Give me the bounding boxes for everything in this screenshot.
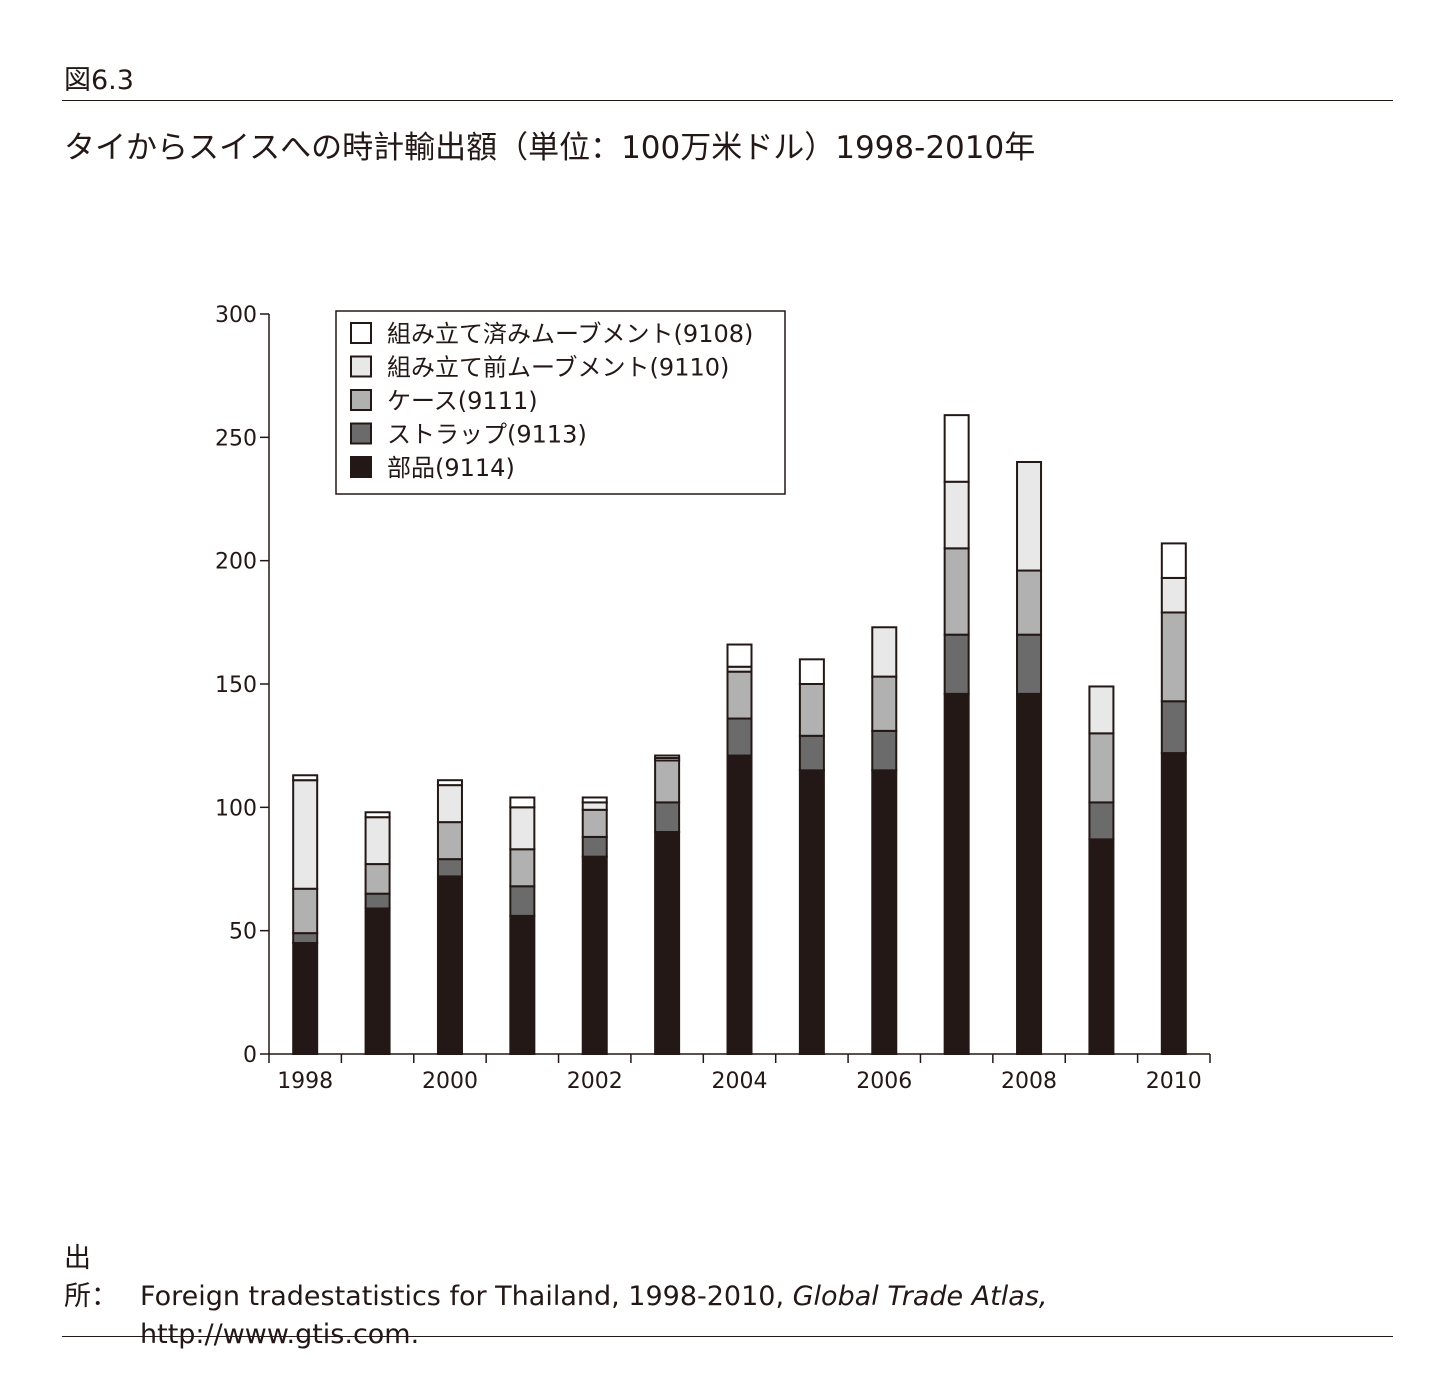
bar-segment-1999-s2 — [364, 863, 391, 895]
legend-label: 部品(9114) — [387, 454, 515, 482]
bar-segment-2002-s3 — [581, 801, 608, 811]
bar-segment-2005-s0 — [798, 769, 825, 1055]
bar-segment-1998-s3 — [292, 779, 319, 890]
bar-segment-2004-s1 — [726, 717, 753, 757]
figure-label: 図6.3 — [64, 65, 134, 96]
x-tick-label: 2000 — [422, 1069, 478, 1094]
bar-segment-2010-s0 — [1160, 752, 1187, 1055]
bar-segment-2003-s2 — [654, 759, 681, 804]
bar-segment-2007-s2 — [943, 547, 970, 636]
bar-segment-2000-s4 — [436, 779, 463, 787]
y-tick-label: 100 — [215, 796, 257, 821]
bar-segment-2002-s0 — [581, 855, 608, 1056]
bar-segment-2008-s3 — [1016, 461, 1043, 572]
bar-segment-2006-s2 — [871, 675, 898, 732]
bar-segment-2007-s0 — [943, 692, 970, 1055]
bar-segment-1998-s2 — [292, 887, 319, 935]
bar-segment-2007-s3 — [943, 480, 970, 550]
bar-segment-2008-s0 — [1016, 692, 1043, 1055]
bar-segment-1998-s4 — [292, 774, 319, 782]
bar-segment-2006-s0 — [871, 769, 898, 1055]
x-tick-label: 2004 — [712, 1069, 768, 1094]
y-tick-label: 150 — [215, 673, 257, 698]
bar-segment-1998-s0 — [292, 942, 319, 1055]
bar-segment-2000-s3 — [436, 784, 463, 824]
source-text: Foreign tradestatistics for Thailand, 19… — [140, 1281, 793, 1312]
legend-swatch — [350, 322, 372, 344]
source-note: 出所： Foreign tradestatistics for Thailand,… — [64, 1240, 1047, 1354]
source-label: 出所： — [64, 1243, 118, 1312]
x-tick-label: 2008 — [1001, 1069, 1057, 1094]
legend-swatch — [350, 422, 372, 445]
bar-segment-2003-s1 — [654, 801, 681, 834]
bar-segment-2007-s4 — [943, 414, 970, 483]
x-tick-label: 1998 — [277, 1069, 333, 1094]
x-tick-label: 2006 — [856, 1069, 912, 1094]
bar-segment-2009-s0 — [1088, 838, 1115, 1056]
top-rule — [62, 100, 1393, 101]
bar-segment-1999-s1 — [364, 892, 391, 910]
bar-segment-2004-s2 — [726, 670, 753, 720]
bar-segment-2008-s1 — [1016, 633, 1043, 695]
y-tick-label: 200 — [215, 550, 257, 575]
bar-segment-2002-s4 — [581, 796, 608, 804]
legend-label: 組み立て前ムーブメント(9110) — [387, 354, 729, 382]
bar-segment-2010-s2 — [1160, 611, 1187, 703]
bar-segment-2010-s4 — [1160, 542, 1187, 579]
source-publication: Global Trade Atlas, — [792, 1281, 1048, 1312]
bar-segment-2005-s2 — [798, 683, 825, 737]
bar-segment-2010-s3 — [1160, 576, 1187, 614]
bar-segment-2007-s1 — [943, 633, 970, 695]
figure-title: タイからスイスへの時計輸出額（単位：100万米ドル）1998-2010年 — [64, 130, 1036, 166]
bar-segment-2004-s4 — [726, 643, 753, 668]
bar-segment-2001-s2 — [509, 848, 536, 888]
bar-segment-2009-s2 — [1088, 732, 1115, 804]
bar-segment-1999-s3 — [364, 816, 391, 866]
bar-segment-2000-s1 — [436, 858, 463, 878]
y-tick-label: 250 — [215, 426, 257, 451]
bar-segment-2005-s1 — [798, 734, 825, 772]
bar-segment-1998-s1 — [292, 932, 319, 945]
bar-segment-2003-s0 — [654, 831, 681, 1055]
bar-segment-2009-s1 — [1088, 801, 1115, 841]
bar-segment-2001-s4 — [509, 796, 536, 809]
legend-label: 組み立て済みムーブメント(9108) — [387, 320, 753, 348]
bar-segment-2006-s3 — [871, 626, 898, 678]
bar-segment-2010-s1 — [1160, 700, 1187, 755]
bar-segment-2002-s1 — [581, 835, 608, 858]
legend-swatch — [350, 456, 372, 478]
source-url: http://www.gtis.com. — [140, 1319, 420, 1350]
bar-segment-1999-s0 — [364, 907, 391, 1056]
bottom-rule — [62, 1336, 1393, 1337]
bar-segment-2000-s2 — [436, 821, 463, 861]
legend-label: ストラップ(9113) — [387, 421, 587, 449]
x-tick-label: 2010 — [1146, 1069, 1202, 1094]
bar-segment-2005-s4 — [798, 658, 825, 685]
bar-segment-2001-s1 — [509, 885, 536, 917]
bar-segment-2004-s0 — [726, 754, 753, 1055]
legend-swatch — [350, 389, 372, 411]
x-tick-label: 2002 — [567, 1069, 623, 1094]
bar-segment-2001-s3 — [509, 806, 536, 851]
bar-segment-2002-s2 — [581, 808, 608, 838]
bar-segment-2003-s4 — [654, 754, 681, 759]
legend-box — [335, 310, 786, 495]
bar-segment-2006-s1 — [871, 729, 898, 772]
bar-segment-1999-s4 — [364, 811, 391, 819]
bar-segment-2001-s0 — [509, 914, 536, 1055]
y-tick-label: 0 — [243, 1043, 257, 1068]
bar-segment-2009-s3 — [1088, 685, 1115, 735]
legend-label: ケース(9111) — [387, 387, 538, 415]
legend-swatch — [350, 355, 372, 378]
y-tick-label: 50 — [229, 920, 257, 945]
bar-segment-2000-s0 — [436, 875, 463, 1056]
bar-segment-2008-s2 — [1016, 569, 1043, 636]
y-tick-label: 300 — [215, 303, 257, 328]
